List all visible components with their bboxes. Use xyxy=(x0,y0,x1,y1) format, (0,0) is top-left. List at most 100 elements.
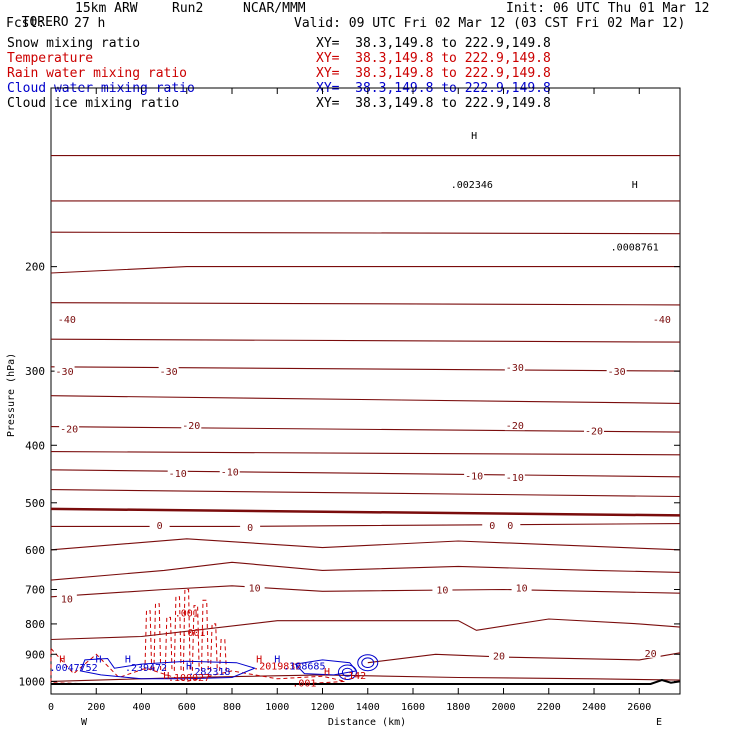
temperature-contour-label: -30 xyxy=(608,367,626,378)
temperature-contour xyxy=(50,618,681,641)
temperature-contour-label: 10 xyxy=(249,584,261,595)
x-axis-title: Distance (km) xyxy=(328,717,406,728)
contour-label-mask xyxy=(56,591,77,604)
temperature-contour xyxy=(50,507,681,517)
rain-water-contour xyxy=(153,603,162,671)
temperature-contour-label: -20 xyxy=(182,421,200,432)
x-tick-label: 1200 xyxy=(310,702,334,713)
maximum-label: .0008761 xyxy=(611,243,659,254)
temperature-contour-label: -30 xyxy=(56,367,74,378)
temperature-contour-label: -10 xyxy=(506,473,524,484)
terrain-line xyxy=(51,679,681,685)
y-tick-label: 800 xyxy=(25,618,45,631)
maximum-label: H xyxy=(274,655,280,666)
cloud-water-contour xyxy=(337,664,357,680)
temperature-contour xyxy=(50,366,681,372)
field-xy-range: XY= 38.3,149.8 to 222.9,149.8 xyxy=(316,66,551,81)
temperature-contour-label: 10 xyxy=(516,584,528,595)
temperature-contour-label: -20 xyxy=(585,427,603,438)
resolution: 15km ARW xyxy=(75,1,138,16)
forecast-label: Fcst: xyxy=(6,16,46,31)
maximum-label: H xyxy=(632,180,638,191)
temperature-contour-label: -20 xyxy=(506,421,524,432)
valid-time: Valid: 09 UTC Fri 02 Mar 12 (03 CST Fri … xyxy=(294,16,686,31)
contour-label-mask xyxy=(640,645,661,658)
maximum-label: H xyxy=(163,671,169,682)
contour-label-mask xyxy=(504,418,525,431)
contour-label-mask xyxy=(504,359,525,372)
temperature-contour xyxy=(50,338,681,343)
cloud-water-contour xyxy=(341,667,353,677)
contour-label-mask xyxy=(500,517,521,530)
y-axis-title: Pressure (hPa) xyxy=(6,353,17,437)
x-tick-label: 600 xyxy=(178,702,196,713)
temperature-contour xyxy=(50,266,680,274)
y-tick-label: 700 xyxy=(25,584,45,597)
temperature-contour-label: 0 xyxy=(247,523,253,534)
contour-label-mask xyxy=(181,418,202,431)
maximum-label: H xyxy=(95,655,101,666)
maximum-label: H xyxy=(324,667,330,678)
temperature-contour-label: 10 xyxy=(61,595,73,606)
y-tick-label: 600 xyxy=(25,544,45,557)
temperature-contour-label: -40 xyxy=(653,315,671,326)
maximum-label: .100027 xyxy=(168,673,210,684)
maximum-label: H xyxy=(59,655,65,666)
y-tick-label: 300 xyxy=(25,365,45,378)
contour-label-mask xyxy=(167,465,188,478)
temperature-contour xyxy=(50,489,681,498)
rain-water-contour xyxy=(191,605,200,671)
temperature-contour-label: 0 xyxy=(489,521,495,532)
y-tick-label: 200 xyxy=(25,261,45,274)
x-tick-label: 1400 xyxy=(356,702,380,713)
x-tick-label: 2200 xyxy=(537,702,561,713)
rain-water-contour xyxy=(210,623,218,671)
rain-water-label: .001 xyxy=(181,628,205,639)
contour-label-mask xyxy=(219,464,240,477)
rain-water-contour xyxy=(201,599,209,671)
maximum-label: H xyxy=(256,655,262,666)
y-tick-label: 900 xyxy=(25,648,45,661)
temperature-contour-label: 20 xyxy=(645,649,657,660)
forecast-hours: 27 h xyxy=(74,16,106,31)
temperature-contour-label: -10 xyxy=(169,469,187,480)
field-name: Rain water mixing ratio xyxy=(7,66,188,81)
x-tick-label: 2600 xyxy=(627,702,651,713)
contour-label-mask xyxy=(432,582,453,595)
maximum-label: .239472 xyxy=(125,663,167,674)
model-name: TORERO xyxy=(21,15,69,30)
init-time: Init: 06 UTC Thu 01 Mar 12 xyxy=(506,1,710,16)
maximum-label: .282318 xyxy=(188,667,230,678)
contour-label-mask xyxy=(56,311,77,324)
contour-label-mask xyxy=(606,364,627,377)
field-name: Cloud ice mixing ratio xyxy=(7,96,180,111)
contour-label-mask xyxy=(482,517,503,530)
temperature-contour xyxy=(50,585,681,598)
x-tick-label: 400 xyxy=(132,702,150,713)
x-tick-label: 2000 xyxy=(491,702,515,713)
rain-water-label: .001 xyxy=(175,608,199,619)
temperature-contour xyxy=(50,469,681,478)
contour-label-mask xyxy=(54,364,75,377)
temperature-contour-label: 10 xyxy=(436,586,448,597)
x-tick-label: 1000 xyxy=(265,702,289,713)
maximum-label: .002346 xyxy=(451,180,493,191)
temperature-contour xyxy=(50,538,681,551)
cloud-water-contour xyxy=(79,657,257,680)
rain-water-contour xyxy=(173,596,182,671)
x-tick-label: 1800 xyxy=(446,702,470,713)
cloud-water-contour xyxy=(361,657,375,669)
temperature-contour-label: -30 xyxy=(506,363,524,374)
temperature-contour-label: 0 xyxy=(157,521,163,532)
field-xy-range: XY= 38.3,149.8 to 222.9,149.8 xyxy=(316,96,551,111)
contour-label-mask xyxy=(651,311,672,324)
maximum-label: H xyxy=(471,131,477,142)
maximum-label: .168685 xyxy=(283,661,325,672)
field-name: Temperature xyxy=(7,51,94,66)
rain-water-label: .001 xyxy=(292,679,316,690)
x-tick-label: 0 xyxy=(48,702,54,713)
contour-label-mask xyxy=(511,580,532,593)
contour-label-mask xyxy=(244,580,265,593)
maximum-label: .0047752 xyxy=(50,663,98,674)
x-tick-label: 2400 xyxy=(582,702,606,713)
